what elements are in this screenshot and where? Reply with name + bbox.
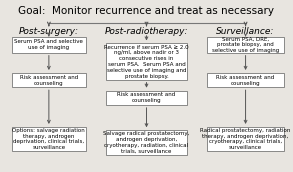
Text: Serum PSA and selective
use of imaging: Serum PSA and selective use of imaging <box>14 39 83 50</box>
FancyBboxPatch shape <box>207 37 284 53</box>
FancyBboxPatch shape <box>207 73 284 87</box>
FancyBboxPatch shape <box>11 127 86 151</box>
Text: Serum PSA, DRE,
prostate biopsy, and
selective use of imaging: Serum PSA, DRE, prostate biopsy, and sel… <box>212 36 279 53</box>
Text: Risk assessment and
counseling: Risk assessment and counseling <box>217 75 275 85</box>
FancyBboxPatch shape <box>106 44 187 80</box>
Text: Radical prostatectomy, radiation
therapy, androgen deprivation,
cryotherapy, cli: Radical prostatectomy, radiation therapy… <box>200 128 291 150</box>
Text: Surveillance:: Surveillance: <box>216 27 275 36</box>
FancyBboxPatch shape <box>106 130 187 155</box>
Text: Post-radiotherapy:: Post-radiotherapy: <box>105 27 188 36</box>
Text: Post-surgery:: Post-surgery: <box>19 27 79 36</box>
FancyBboxPatch shape <box>106 91 187 105</box>
Text: Options: salvage radiation
therapy, androgen
deprivation, clinical trials,
surve: Options: salvage radiation therapy, andr… <box>13 128 85 150</box>
Text: Goal:  Monitor recurrence and treat as necessary: Goal: Monitor recurrence and treat as ne… <box>18 6 275 16</box>
Text: Salvage radical prostatectomy,
androgen deprivation,
cryotherapy, radiation, cli: Salvage radical prostatectomy, androgen … <box>103 131 190 154</box>
Text: Risk assessment and
counseling: Risk assessment and counseling <box>20 75 78 85</box>
FancyBboxPatch shape <box>11 73 86 87</box>
FancyBboxPatch shape <box>11 37 86 53</box>
FancyBboxPatch shape <box>207 127 284 151</box>
Text: Recurrence if serum PSA ≥ 2.0
ng/ml, above nadir or 3
consecutive rises in
serum: Recurrence if serum PSA ≥ 2.0 ng/ml, abo… <box>104 45 189 79</box>
Text: Risk assessment and
counseling: Risk assessment and counseling <box>117 92 176 103</box>
